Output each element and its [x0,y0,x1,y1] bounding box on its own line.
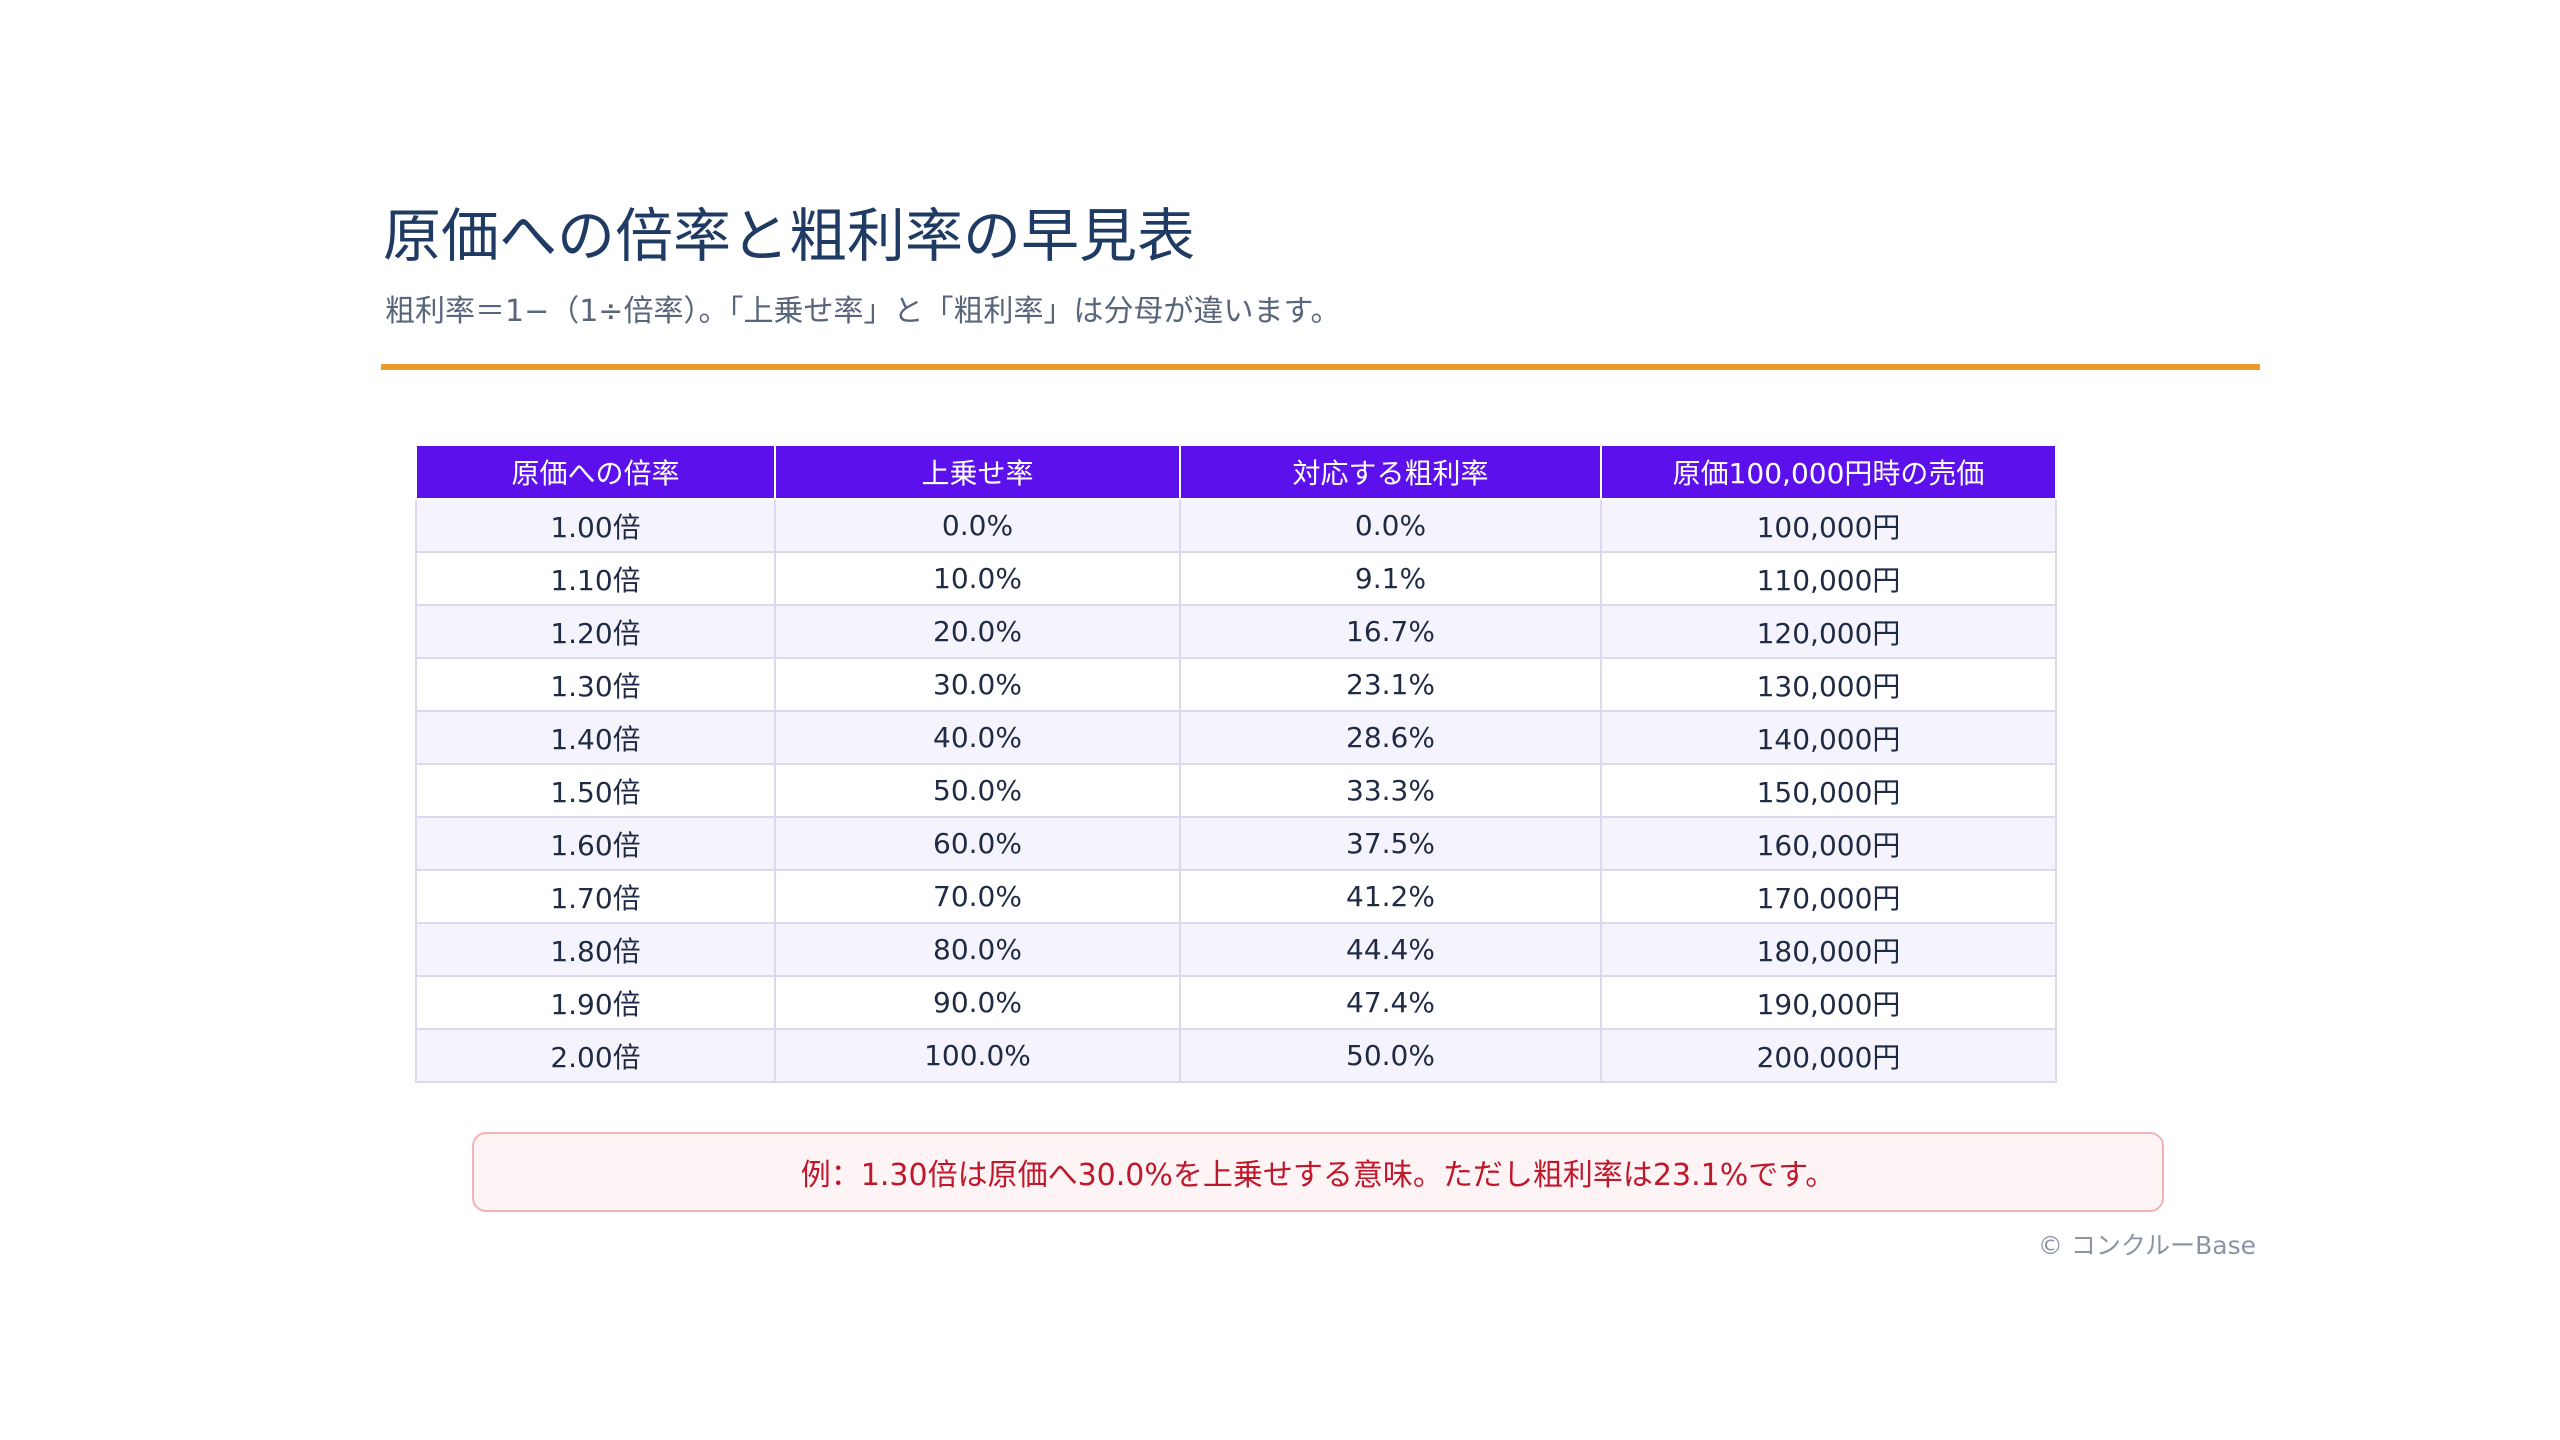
cell-selling-price: 160,000円 [1600,816,2057,871]
cell-markup-rate: 40.0% [774,710,1181,765]
header-markup-rate: 上乗せ率 [774,444,1181,500]
cell-gross-margin: 44.4% [1179,922,1602,977]
header-gross-margin: 対応する粗利率 [1179,444,1602,500]
cell-markup-rate: 30.0% [774,657,1181,712]
cell-multiplier: 1.30倍 [415,657,776,712]
cell-gross-margin: 37.5% [1179,816,1602,871]
cell-gross-margin: 33.3% [1179,763,1602,818]
cell-multiplier: 1.60倍 [415,816,776,871]
cell-selling-price: 150,000円 [1600,763,2057,818]
table-row: 2.00倍 100.0% 50.0% 200,000円 [415,1028,2057,1083]
cell-multiplier: 1.10倍 [415,551,776,606]
table-row: 1.20倍 20.0% 16.7% 120,000円 [415,604,2057,659]
cell-markup-rate: 10.0% [774,551,1181,606]
copyright-text: © コンクルーBase [2037,1231,2256,1260]
cell-gross-margin: 47.4% [1179,975,1602,1030]
cell-multiplier: 1.00倍 [415,498,776,553]
cell-gross-margin: 9.1% [1179,551,1602,606]
cell-multiplier: 1.50倍 [415,763,776,818]
cell-selling-price: 110,000円 [1600,551,2057,606]
markup-rate-table: 原価への倍率 上乗せ率 対応する粗利率 原価100,000円時の売価 1.00倍… [415,444,2057,1083]
cell-markup-rate: 20.0% [774,604,1181,659]
cell-markup-rate: 0.0% [774,498,1181,553]
header-multiplier: 原価への倍率 [415,444,776,500]
table-row: 1.40倍 40.0% 28.6% 140,000円 [415,710,2057,765]
cell-markup-rate: 100.0% [774,1028,1181,1083]
cell-multiplier: 1.40倍 [415,710,776,765]
table-row: 1.60倍 60.0% 37.5% 160,000円 [415,816,2057,871]
cell-gross-margin: 50.0% [1179,1028,1602,1083]
cell-multiplier: 1.80倍 [415,922,776,977]
cell-selling-price: 190,000円 [1600,975,2057,1030]
cell-gross-margin: 28.6% [1179,710,1602,765]
table-row: 1.30倍 30.0% 23.1% 130,000円 [415,657,2057,712]
cell-multiplier: 2.00倍 [415,1028,776,1083]
cell-markup-rate: 50.0% [774,763,1181,818]
table-row: 1.80倍 80.0% 44.4% 180,000円 [415,922,2057,977]
title-divider [381,364,2260,370]
cell-multiplier: 1.90倍 [415,975,776,1030]
cell-multiplier: 1.70倍 [415,869,776,924]
page-title: 原価への倍率と粗利率の早見表 [383,202,1196,270]
cell-markup-rate: 80.0% [774,922,1181,977]
cell-gross-margin: 41.2% [1179,869,1602,924]
table-row: 1.90倍 90.0% 47.4% 190,000円 [415,975,2057,1030]
header-selling-price: 原価100,000円時の売価 [1600,444,2057,500]
table-row: 1.70倍 70.0% 41.2% 170,000円 [415,869,2057,924]
page-subtitle: 粗利率＝1−（1÷倍率）。「上乗せ率」と「粗利率」は分母が違います。 [385,294,1341,329]
cell-selling-price: 170,000円 [1600,869,2057,924]
cell-markup-rate: 70.0% [774,869,1181,924]
cell-gross-margin: 23.1% [1179,657,1602,712]
cell-multiplier: 1.20倍 [415,604,776,659]
table-row: 1.50倍 50.0% 33.3% 150,000円 [415,763,2057,818]
cell-markup-rate: 90.0% [774,975,1181,1030]
example-note: 例：1.30倍は原価へ30.0%を上乗せする意味。ただし粗利率は23.1%です。 [472,1132,2164,1212]
cell-selling-price: 200,000円 [1600,1028,2057,1083]
cell-selling-price: 130,000円 [1600,657,2057,712]
cell-selling-price: 100,000円 [1600,498,2057,553]
cell-markup-rate: 60.0% [774,816,1181,871]
cell-gross-margin: 0.0% [1179,498,1602,553]
table-header-row: 原価への倍率 上乗せ率 対応する粗利率 原価100,000円時の売価 [415,444,2057,500]
cell-gross-margin: 16.7% [1179,604,1602,659]
table-row: 1.10倍 10.0% 9.1% 110,000円 [415,551,2057,606]
cell-selling-price: 180,000円 [1600,922,2057,977]
cell-selling-price: 140,000円 [1600,710,2057,765]
table-row: 1.00倍 0.0% 0.0% 100,000円 [415,498,2057,553]
cell-selling-price: 120,000円 [1600,604,2057,659]
